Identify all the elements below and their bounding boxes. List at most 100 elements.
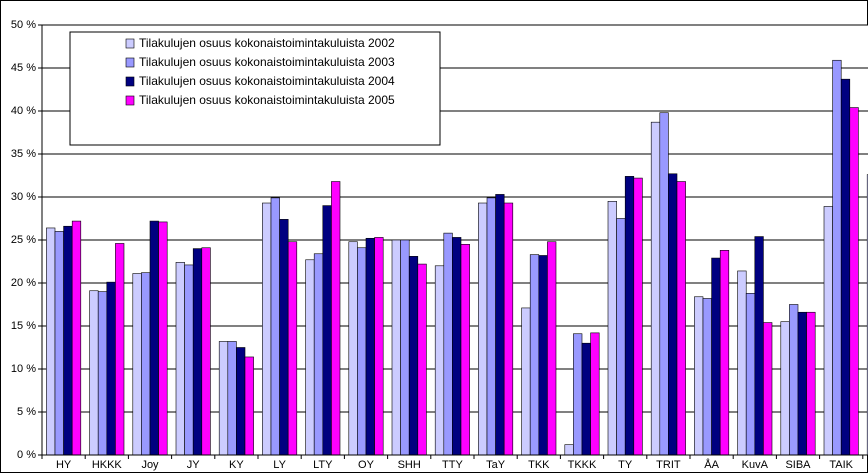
x-tick-label: LY <box>273 459 286 471</box>
x-tick-label: HY <box>56 459 72 471</box>
y-tick-label: 10 % <box>11 363 36 375</box>
x-tick-label: Joy <box>141 459 159 471</box>
x-tick-label: SIBA <box>785 459 811 471</box>
y-tick-label: 5 % <box>17 406 36 418</box>
bar <box>849 107 859 456</box>
bar <box>106 281 116 456</box>
bar <box>270 197 280 456</box>
bar <box>711 257 721 456</box>
bar <box>434 265 445 456</box>
bar <box>547 241 557 456</box>
bar <box>668 173 678 456</box>
y-tick-label: 40 % <box>11 105 36 117</box>
bar <box>486 197 496 456</box>
bar <box>460 244 470 456</box>
bar <box>149 220 159 456</box>
bar <box>331 181 341 456</box>
bar <box>503 202 514 456</box>
x-tick-label: ÅA <box>704 458 719 471</box>
bar <box>132 273 142 456</box>
bar <box>89 290 99 456</box>
y-tick-label: 20 % <box>11 277 36 289</box>
bar <box>529 254 540 456</box>
legend-swatch <box>125 95 135 106</box>
legend-swatch <box>125 38 135 49</box>
bar <box>478 202 488 456</box>
legend-label: Tilakulujen osuus kokonaistoimintakuluis… <box>139 36 395 50</box>
bar <box>287 241 298 456</box>
bar <box>184 264 194 456</box>
bar <box>702 298 712 456</box>
bar <box>218 341 229 456</box>
bar <box>737 270 747 456</box>
bar <box>797 311 807 456</box>
bar <box>158 221 168 456</box>
x-tick-label: KuvA <box>742 459 769 471</box>
bar <box>745 293 756 456</box>
bar <box>313 253 324 456</box>
bar <box>443 232 453 456</box>
bar <box>408 256 419 456</box>
x-tick-label: LTY <box>313 459 333 471</box>
bar <box>417 263 427 456</box>
bar <box>97 291 108 456</box>
bar <box>63 225 73 456</box>
y-tick-label: 50 % <box>11 19 36 31</box>
bar <box>650 121 661 456</box>
bar <box>71 220 82 456</box>
bar <box>365 237 375 456</box>
legend-swatch <box>125 76 135 87</box>
bar <box>780 321 790 456</box>
bar <box>590 332 600 456</box>
bar <box>374 237 384 456</box>
bar <box>633 177 643 456</box>
bar <box>201 247 211 456</box>
legend-box <box>69 31 441 146</box>
bar <box>659 112 669 456</box>
legend-label: Tilakulujen osuus kokonaistoimintakuluis… <box>139 93 395 107</box>
x-tick-label: TAIK <box>829 459 853 471</box>
bar <box>391 239 401 456</box>
bar <box>452 237 462 456</box>
legend-label: Tilakulujen osuus kokonaistoimintakuluis… <box>139 74 395 88</box>
bar <box>521 307 531 456</box>
x-tick-label: TKKK <box>568 459 597 471</box>
bar <box>676 181 686 456</box>
y-tick-label: 45 % <box>11 62 36 74</box>
bar <box>607 201 617 456</box>
x-tick-label: SHH <box>398 459 421 471</box>
bar <box>262 202 272 456</box>
bar <box>192 248 203 456</box>
bar <box>616 218 626 456</box>
bar <box>54 231 64 456</box>
y-tick-label: 25 % <box>11 234 36 246</box>
legend: Tilakulujen osuus kokonaistoimintakuluis… <box>69 31 441 146</box>
bar <box>840 78 851 456</box>
legend-swatch <box>125 57 135 68</box>
bar <box>244 356 254 456</box>
bar <box>763 322 773 456</box>
bar <box>832 59 842 456</box>
x-tick-label: HKKK <box>92 459 123 471</box>
x-tick-label: TaY <box>486 459 506 471</box>
bar <box>400 239 410 456</box>
bar <box>789 304 799 456</box>
x-tick-label: TTY <box>442 459 463 471</box>
bar <box>115 243 125 456</box>
bar <box>279 219 289 456</box>
bar <box>581 342 591 456</box>
y-tick-label: 30 % <box>11 191 36 203</box>
bar <box>46 227 56 456</box>
bar <box>538 255 548 456</box>
y-tick-label: 15 % <box>11 320 36 332</box>
legend-label: Tilakulujen osuus kokonaistoimintakuluis… <box>139 55 395 69</box>
bar <box>175 262 185 456</box>
x-tick-label: JY <box>187 459 201 471</box>
bar <box>322 205 332 456</box>
bar <box>823 206 833 456</box>
bar <box>495 194 505 456</box>
x-tick-label: TY <box>618 459 633 471</box>
bar <box>141 272 151 456</box>
bar <box>694 296 704 456</box>
